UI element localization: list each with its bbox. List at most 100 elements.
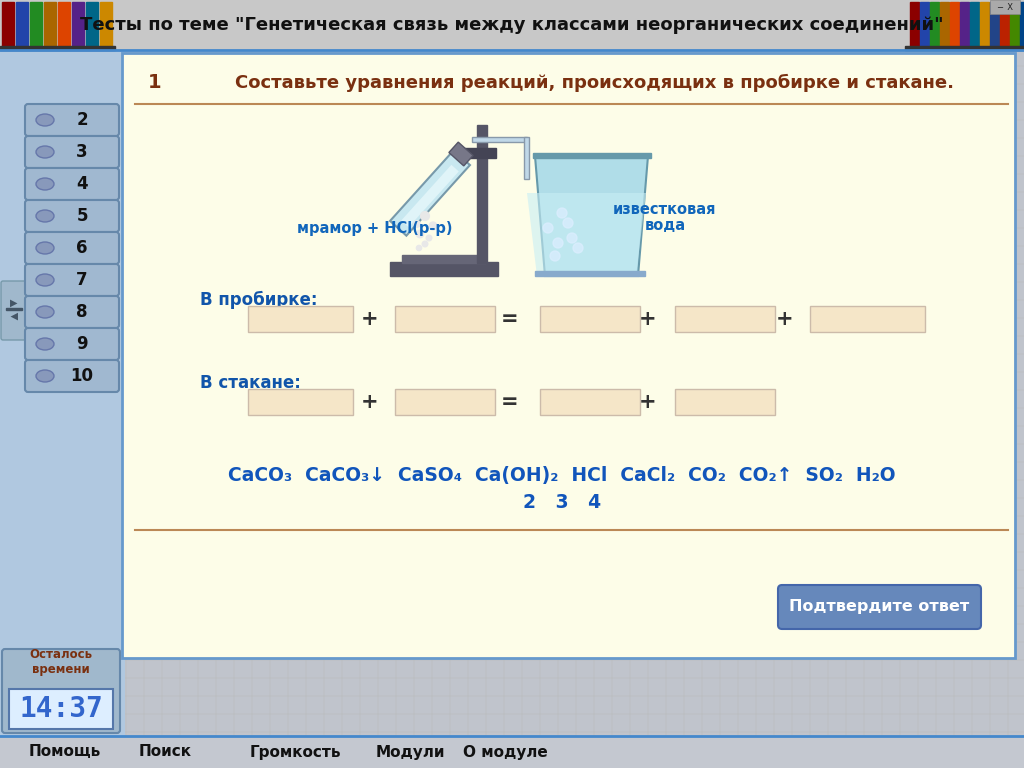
- Ellipse shape: [36, 242, 54, 254]
- Circle shape: [553, 238, 563, 248]
- Bar: [0, 0, 1024, 50]
- Text: Громкость: Громкость: [249, 744, 341, 760]
- Text: ─  X: ─ X: [997, 2, 1013, 12]
- Bar: [1010, 2, 1019, 48]
- Text: 6: 6: [76, 239, 88, 257]
- FancyBboxPatch shape: [25, 232, 119, 264]
- Bar: [990, 0, 1020, 14]
- Bar: [990, 2, 999, 48]
- FancyBboxPatch shape: [248, 306, 353, 332]
- Text: известковая: известковая: [613, 203, 717, 217]
- Text: вода: вода: [644, 217, 685, 233]
- Bar: [402, 255, 486, 263]
- Text: В стакане:: В стакане:: [200, 374, 301, 392]
- Bar: [460, 148, 496, 158]
- Bar: [905, 46, 1024, 50]
- FancyBboxPatch shape: [540, 306, 640, 332]
- Bar: [0, 46, 115, 50]
- Text: В пробирке:: В пробирке:: [200, 291, 317, 309]
- Bar: [30, 2, 42, 48]
- Ellipse shape: [36, 178, 54, 190]
- Bar: [0, 50, 125, 736]
- Text: ▶: ▶: [10, 298, 17, 308]
- FancyBboxPatch shape: [675, 389, 775, 415]
- Circle shape: [417, 246, 422, 250]
- Circle shape: [429, 222, 437, 230]
- Text: +: +: [361, 392, 379, 412]
- Text: Модули: Модули: [375, 744, 444, 760]
- FancyBboxPatch shape: [395, 389, 495, 415]
- Polygon shape: [535, 156, 648, 276]
- Polygon shape: [449, 142, 473, 166]
- Bar: [970, 2, 979, 48]
- Text: 14:37: 14:37: [19, 695, 102, 723]
- Bar: [950, 2, 959, 48]
- Text: Подтвердите ответ: Подтвердите ответ: [788, 600, 969, 614]
- Ellipse shape: [36, 146, 54, 158]
- Ellipse shape: [36, 210, 54, 222]
- Polygon shape: [390, 151, 470, 236]
- Text: 3: 3: [76, 143, 88, 161]
- Circle shape: [567, 233, 577, 243]
- FancyBboxPatch shape: [25, 360, 119, 392]
- FancyBboxPatch shape: [122, 53, 1015, 658]
- Bar: [86, 2, 98, 48]
- Circle shape: [573, 243, 583, 253]
- FancyBboxPatch shape: [540, 389, 640, 415]
- FancyBboxPatch shape: [9, 689, 113, 729]
- Ellipse shape: [36, 274, 54, 286]
- Bar: [44, 2, 56, 48]
- FancyBboxPatch shape: [25, 296, 119, 328]
- Polygon shape: [523, 137, 528, 179]
- Bar: [961, 2, 969, 48]
- FancyBboxPatch shape: [25, 328, 119, 360]
- Text: CaCO₃  CaCO₃↓  CaSO₄  Ca(OH)₂  HCl  CaCl₂  CO₂  CO₂↑  SO₂  H₂O: CaCO₃ CaCO₃↓ CaSO₄ Ca(OH)₂ HCl CaCl₂ CO₂…: [228, 466, 896, 485]
- Text: Осталось
времени: Осталось времени: [30, 648, 92, 676]
- Bar: [477, 125, 487, 263]
- Text: 9: 9: [76, 335, 88, 353]
- FancyBboxPatch shape: [675, 306, 775, 332]
- Circle shape: [426, 235, 432, 241]
- Text: 4: 4: [76, 175, 88, 193]
- Text: Составьте уравнения реакций, происходящих в пробирке и стакане.: Составьте уравнения реакций, происходящи…: [234, 74, 954, 92]
- Bar: [72, 2, 84, 48]
- Ellipse shape: [36, 370, 54, 382]
- FancyBboxPatch shape: [25, 264, 119, 296]
- Circle shape: [414, 220, 420, 227]
- Text: +: +: [639, 392, 656, 412]
- Bar: [390, 262, 498, 276]
- FancyBboxPatch shape: [25, 104, 119, 136]
- Text: мрамор + HCl(р-р): мрамор + HCl(р-р): [297, 220, 453, 236]
- Bar: [910, 2, 919, 48]
- Circle shape: [563, 218, 573, 228]
- Text: 1: 1: [148, 74, 162, 92]
- Polygon shape: [401, 165, 459, 227]
- Bar: [100, 2, 112, 48]
- FancyBboxPatch shape: [810, 306, 925, 332]
- Text: =: =: [501, 309, 519, 329]
- Bar: [535, 271, 645, 276]
- Text: Поиск: Поиск: [138, 744, 191, 760]
- Bar: [16, 2, 28, 48]
- Ellipse shape: [36, 114, 54, 126]
- Polygon shape: [527, 193, 646, 276]
- Text: 10: 10: [71, 367, 93, 385]
- Ellipse shape: [36, 338, 54, 350]
- Bar: [0, 736, 1024, 768]
- FancyBboxPatch shape: [395, 306, 495, 332]
- Bar: [930, 2, 939, 48]
- Bar: [6, 308, 22, 310]
- Text: ▶: ▶: [10, 310, 17, 320]
- FancyBboxPatch shape: [25, 200, 119, 232]
- FancyBboxPatch shape: [2, 649, 120, 733]
- Bar: [1020, 2, 1024, 48]
- FancyBboxPatch shape: [1, 281, 27, 340]
- Text: 2: 2: [76, 111, 88, 129]
- FancyBboxPatch shape: [25, 168, 119, 200]
- Text: 7: 7: [76, 271, 88, 289]
- Bar: [534, 153, 651, 158]
- Ellipse shape: [36, 306, 54, 318]
- FancyBboxPatch shape: [248, 389, 353, 415]
- Bar: [58, 2, 70, 48]
- Bar: [940, 2, 949, 48]
